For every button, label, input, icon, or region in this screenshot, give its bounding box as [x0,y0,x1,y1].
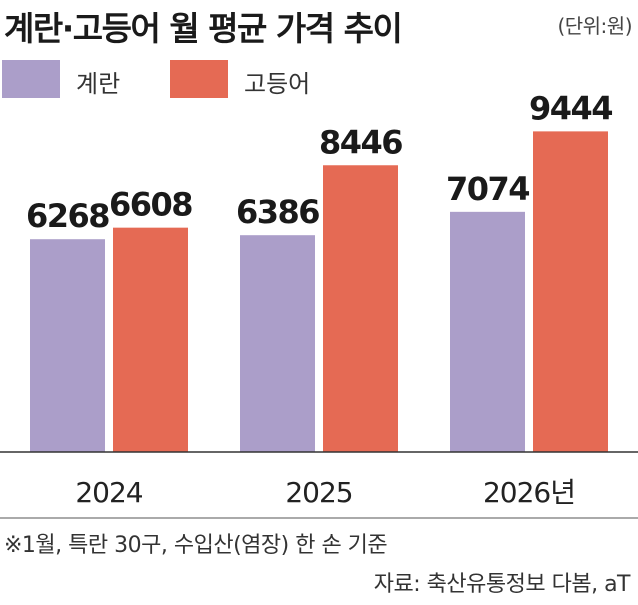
legend-swatch-egg [2,60,60,98]
data-label-mackerel-0: 6608 [109,186,192,224]
data-label-egg-2: 7074 [446,170,529,208]
bar-mackerel-1 [323,165,398,452]
bar-egg-1 [240,235,315,452]
data-label-egg-0: 6268 [26,197,109,235]
legend-swatch-mackerel [170,60,228,98]
x-tick-label-1: 2025 [285,476,352,509]
legend-label-egg: 계란 [76,70,121,98]
bar-mackerel-0 [113,227,188,452]
bar-egg-0 [30,239,105,452]
bar-mackerel-2 [533,131,608,452]
unit-label: (단위:원) [557,14,632,38]
x-tick-label-2: 2026년 [483,476,575,509]
footnote: ※1월, 특란 30구, 수입산(염장) 한 손 기준 [4,533,388,558]
legend-label-mackerel: 고등어 [244,70,311,98]
data-label-egg-1: 6386 [236,193,319,231]
x-tick-label-0: 2024 [75,476,142,509]
bar-egg-2 [450,211,525,452]
data-label-mackerel-2: 9444 [529,89,612,127]
source-note: 자료: 축산유통정보 다봄, aT [373,572,631,597]
data-label-mackerel-1: 8446 [319,123,402,161]
chart-title: 계란·고등어 월 평균 가격 추이 [4,9,403,48]
